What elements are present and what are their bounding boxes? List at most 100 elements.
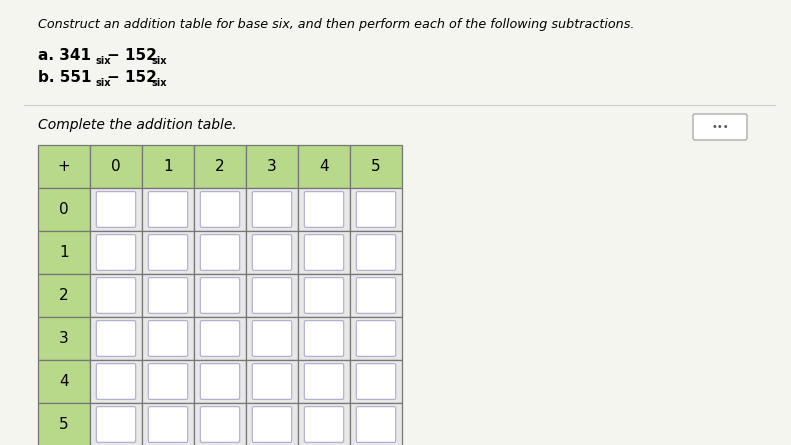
Bar [90,360,142,403]
FancyBboxPatch shape [252,364,292,399]
FancyBboxPatch shape [97,192,136,227]
FancyBboxPatch shape [200,278,240,313]
Bar [90,274,142,317]
Text: 1: 1 [59,245,69,260]
FancyBboxPatch shape [148,278,187,313]
Bar [194,188,246,231]
FancyBboxPatch shape [252,235,292,271]
FancyBboxPatch shape [356,235,396,271]
FancyBboxPatch shape [305,192,344,227]
Text: +: + [58,159,70,174]
Bar [246,403,298,445]
Text: − 152: − 152 [107,48,157,63]
Bar [350,403,402,445]
Bar [194,145,246,188]
FancyBboxPatch shape [305,235,344,271]
Text: six: six [95,78,111,88]
Text: 0: 0 [112,159,121,174]
Bar [38,317,90,360]
FancyBboxPatch shape [97,364,136,399]
Text: 2: 2 [59,288,69,303]
FancyBboxPatch shape [693,114,747,140]
Text: Construct an addition table for base six, and then perform each of the following: Construct an addition table for base six… [38,18,634,31]
FancyBboxPatch shape [97,235,136,271]
Bar [90,231,142,274]
FancyBboxPatch shape [305,321,344,356]
FancyBboxPatch shape [148,407,187,442]
Bar [194,317,246,360]
Bar [38,145,90,188]
Bar [90,317,142,360]
Bar [142,360,194,403]
FancyBboxPatch shape [356,278,396,313]
Text: •••: ••• [711,122,729,132]
FancyBboxPatch shape [148,321,187,356]
FancyBboxPatch shape [252,407,292,442]
FancyBboxPatch shape [200,407,240,442]
FancyBboxPatch shape [356,407,396,442]
Bar [90,403,142,445]
Bar [194,403,246,445]
Bar [246,274,298,317]
FancyBboxPatch shape [148,235,187,271]
Bar [350,231,402,274]
FancyBboxPatch shape [148,192,187,227]
Bar [246,231,298,274]
FancyBboxPatch shape [356,364,396,399]
Bar [246,360,298,403]
Text: 2: 2 [215,159,225,174]
Text: 5: 5 [59,417,69,432]
Text: 0: 0 [59,202,69,217]
Text: six: six [152,56,168,66]
Bar [298,274,350,317]
Bar [194,231,246,274]
Bar [142,403,194,445]
FancyBboxPatch shape [252,192,292,227]
Bar [38,274,90,317]
Bar [298,188,350,231]
Text: b. 551: b. 551 [38,70,92,85]
Bar [350,317,402,360]
Bar [298,145,350,188]
FancyBboxPatch shape [200,235,240,271]
FancyBboxPatch shape [305,278,344,313]
Bar [350,274,402,317]
Bar [142,231,194,274]
Text: − 152: − 152 [107,70,157,85]
Bar [38,231,90,274]
Text: a. 341: a. 341 [38,48,91,63]
Text: six: six [152,78,168,88]
Bar [38,188,90,231]
FancyBboxPatch shape [305,364,344,399]
FancyBboxPatch shape [252,278,292,313]
Bar [194,274,246,317]
Bar [298,317,350,360]
Bar [38,403,90,445]
FancyBboxPatch shape [97,278,136,313]
Text: Complete the addition table.: Complete the addition table. [38,118,237,132]
Text: six: six [95,56,111,66]
Text: 1: 1 [163,159,172,174]
FancyBboxPatch shape [200,364,240,399]
FancyBboxPatch shape [97,407,136,442]
Text: 4: 4 [320,159,329,174]
Bar [142,274,194,317]
Bar [350,188,402,231]
Bar [194,360,246,403]
Bar [90,145,142,188]
Bar [246,145,298,188]
Text: 3: 3 [59,331,69,346]
Bar [246,188,298,231]
FancyBboxPatch shape [200,321,240,356]
Bar [90,188,142,231]
Text: 4: 4 [59,374,69,389]
Bar [350,145,402,188]
Bar [298,360,350,403]
FancyBboxPatch shape [356,192,396,227]
Bar [38,360,90,403]
FancyBboxPatch shape [148,364,187,399]
Bar [350,360,402,403]
Text: 5: 5 [371,159,380,174]
Bar [142,188,194,231]
FancyBboxPatch shape [97,321,136,356]
